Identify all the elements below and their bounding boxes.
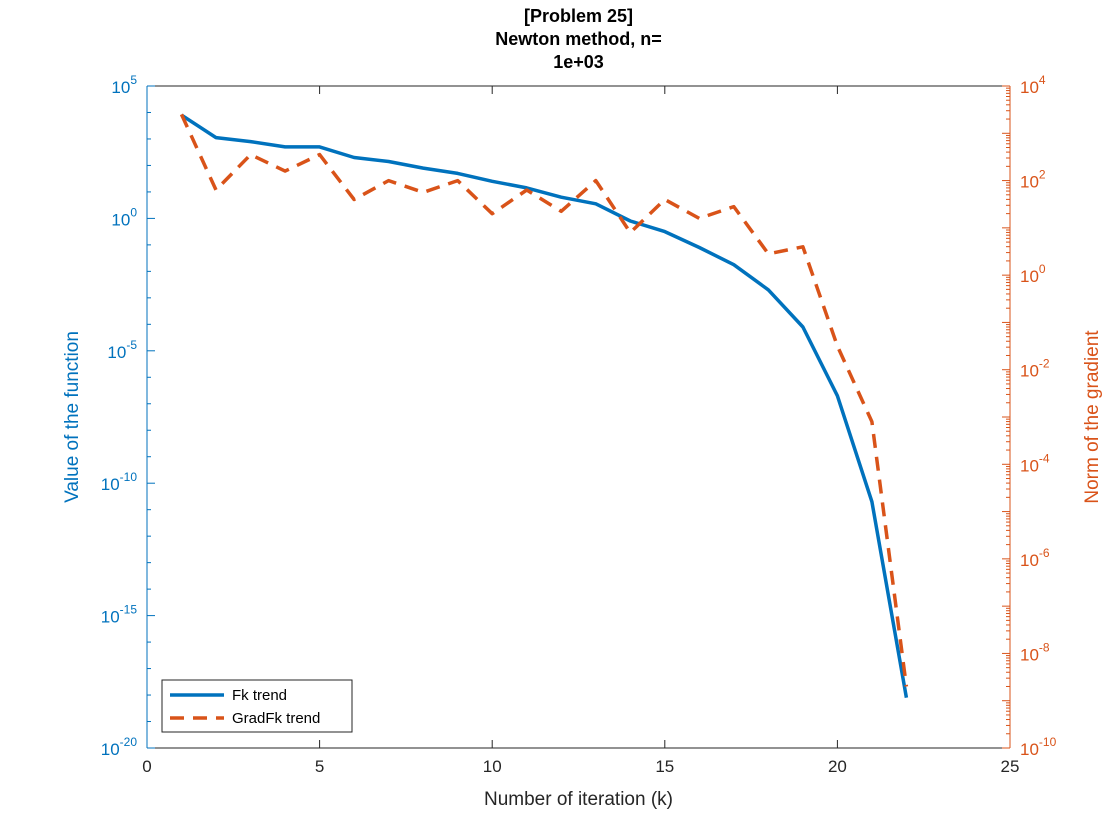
x-axis-label: Number of iteration (k) — [484, 789, 673, 810]
plot-area — [147, 86, 1010, 748]
chart-title-line-1: [Problem 25] — [524, 6, 633, 26]
y-right-tick-label: 10-6 — [1020, 546, 1050, 570]
legend-entry-label: GradFk trend — [232, 710, 320, 727]
y-axis-left-label: Value of the function — [62, 331, 83, 503]
series-line-gradfk — [179, 113, 909, 687]
chart-title: [Problem 25] Newton method, n= 1e+03 — [495, 6, 662, 72]
y-left-tick-label: 10-20 — [101, 735, 138, 759]
series-layer — [179, 113, 909, 699]
x-tick-label: 5 — [315, 757, 324, 776]
y-right-tick-label: 100 — [1020, 262, 1046, 286]
y-left-tick-label: 105 — [111, 73, 137, 97]
chart-title-line-3: 1e+03 — [553, 52, 604, 72]
x-axis: 0 5 10 15 20 25 — [142, 85, 1020, 776]
series-line-fk — [180, 113, 909, 699]
y-right-tick-label: 10-10 — [1020, 735, 1057, 759]
y-left-tick-label: 10-5 — [107, 338, 137, 362]
x-tick-label: 20 — [828, 757, 847, 776]
legend: Fk trend GradFk trend — [161, 679, 353, 733]
y-right-tick-label: 10-8 — [1020, 640, 1050, 664]
chart-title-line-2: Newton method, n= — [495, 29, 662, 49]
y-left-tick-label: 100 — [111, 205, 137, 229]
y-axis-right: 104 102 100 10-2 10-4 10-6 10-8 10-10 — [1002, 73, 1057, 759]
y-right-tick-label: 102 — [1020, 168, 1046, 192]
y-left-tick-label: 10-10 — [101, 470, 138, 494]
legend-box — [161, 679, 353, 733]
y-axis-right-label: Norm of the gradient — [1082, 330, 1103, 504]
x-tick-label: 15 — [655, 757, 674, 776]
y-axis-left: 105 100 10-5 10-10 10-15 10-20 — [101, 73, 155, 759]
x-tick-label: 10 — [483, 757, 502, 776]
y-left-tick-label: 10-15 — [101, 603, 138, 627]
y-right-tick-label: 10-2 — [1020, 357, 1050, 381]
y-right-tick-label: 104 — [1020, 73, 1046, 97]
x-tick-label: 0 — [142, 757, 151, 776]
x-tick-label: 25 — [1001, 757, 1020, 776]
y-right-tick-label: 10-4 — [1020, 451, 1050, 475]
plot-background — [147, 86, 1010, 748]
legend-entry-label: Fk trend — [232, 687, 287, 704]
